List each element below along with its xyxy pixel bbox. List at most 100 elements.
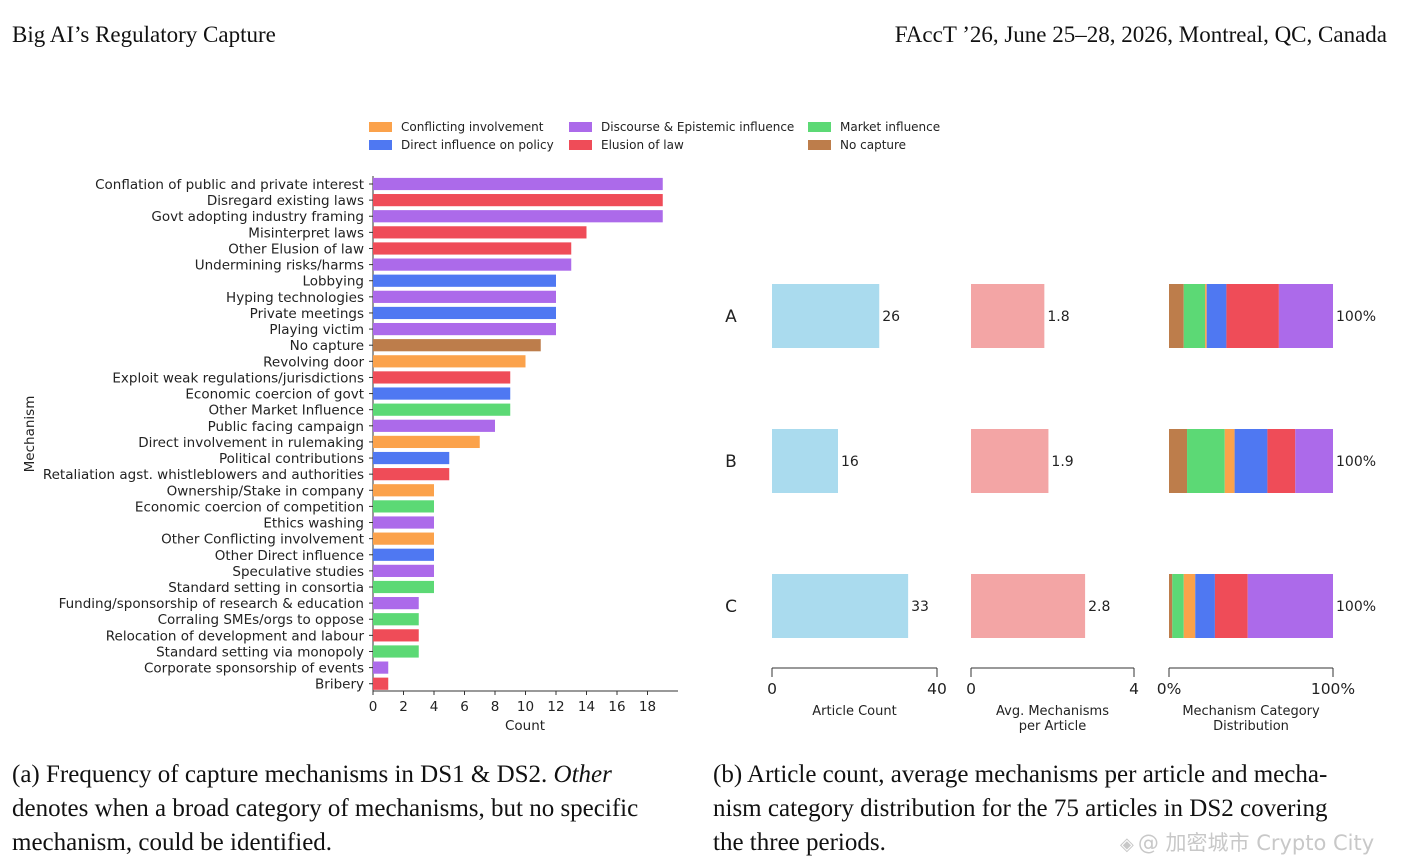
avg-mechanisms-bar bbox=[971, 429, 1049, 493]
mechanism-bar bbox=[373, 258, 572, 271]
value-label: 16 bbox=[841, 454, 859, 470]
value-label: 100% bbox=[1336, 309, 1376, 325]
avg-mechanisms-bar bbox=[971, 284, 1045, 348]
legend-swatch bbox=[369, 122, 392, 132]
mechanism-bar bbox=[373, 516, 434, 529]
distribution-segment bbox=[1183, 284, 1206, 348]
mechanism-label: Relocation of development and labour bbox=[106, 628, 365, 644]
caption-a-line-1: (a) Frequency of capture mechanisms in D… bbox=[12, 758, 692, 792]
mechanism-label: Political contributions bbox=[219, 451, 364, 467]
mechanism-label: No capture bbox=[290, 338, 364, 354]
distribution-segment bbox=[1187, 429, 1225, 493]
mechanism-label: Ownership/Stake in company bbox=[167, 483, 364, 499]
legend-label: Elusion of law bbox=[601, 138, 684, 152]
distribution-segment bbox=[1214, 574, 1248, 638]
caption-b-line-2: nism category distribution for the 75 ar… bbox=[713, 795, 1328, 822]
x-tick-label: 2 bbox=[399, 699, 408, 715]
mechanism-label: Standard setting via monopoly bbox=[156, 644, 364, 660]
x-tick-label: 12 bbox=[547, 699, 564, 715]
legend-label: Direct influence on policy bbox=[401, 138, 554, 152]
caption-a-line-3: mechanism, could be identified. bbox=[12, 829, 333, 856]
running-header-title: Big AI’s Regulatory Capture bbox=[12, 22, 276, 47]
period-label: C bbox=[725, 597, 737, 617]
distribution-segment bbox=[1169, 574, 1173, 638]
mechanism-label: Public facing campaign bbox=[208, 419, 364, 435]
mechanism-bar bbox=[373, 580, 434, 594]
mechanism-label: Private meetings bbox=[250, 306, 364, 322]
panel-axis-title: per Article bbox=[1019, 719, 1086, 734]
legend-swatch bbox=[569, 122, 592, 132]
mechanism-label: Conflation of public and private interes… bbox=[95, 177, 364, 193]
distribution-segment bbox=[1169, 429, 1188, 493]
mechanism-label: Other Market Influence bbox=[208, 403, 364, 419]
x-tick-label: 0 bbox=[369, 699, 378, 715]
y-axis-title: Mechanism bbox=[22, 396, 38, 473]
value-label: 26 bbox=[882, 309, 900, 325]
mechanism-label: Undermining risks/harms bbox=[195, 258, 364, 274]
mechanism-label: Other Elusion of law bbox=[228, 241, 364, 257]
caption-a-text: (a) Frequency of capture mechanisms in D… bbox=[12, 761, 554, 788]
panel-axis-title: Mechanism Category bbox=[1182, 704, 1320, 719]
value-label: 2.8 bbox=[1088, 599, 1110, 615]
mechanism-label: Exploit weak regulations/jurisdictions bbox=[112, 370, 364, 386]
mechanism-bar bbox=[373, 242, 572, 255]
mechanism-bar bbox=[373, 371, 511, 384]
x-tick-label: 18 bbox=[639, 699, 656, 715]
mechanism-label: Misinterpret laws bbox=[248, 225, 364, 241]
panel-tick-label: 0 bbox=[767, 680, 777, 698]
mechanism-label: Playing victim bbox=[269, 322, 364, 338]
mechanism-label: Funding/sponsorship of research & educat… bbox=[59, 596, 364, 612]
x-tick-label: 10 bbox=[517, 699, 534, 715]
value-label: 33 bbox=[911, 599, 929, 615]
mechanism-bar bbox=[373, 548, 434, 561]
avg-mechanisms-bar bbox=[971, 574, 1086, 638]
mechanism-bar bbox=[373, 435, 480, 449]
caption-a-emphasis: Other bbox=[553, 761, 612, 788]
value-label: 100% bbox=[1336, 599, 1376, 615]
mechanism-label: Corporate sponsorship of events bbox=[144, 661, 364, 677]
x-tick-label: 16 bbox=[608, 699, 625, 715]
article-count-bar bbox=[772, 284, 880, 348]
distribution-segment bbox=[1234, 429, 1268, 493]
distribution-segment bbox=[1172, 574, 1184, 638]
value-label: 100% bbox=[1336, 454, 1376, 470]
mechanism-label: Direct involvement in rulemaking bbox=[138, 435, 364, 451]
mechanism-label: Economic coercion of competition bbox=[135, 499, 364, 515]
panel-axis-title: Distribution bbox=[1213, 719, 1289, 734]
article-count-bar bbox=[772, 574, 909, 638]
distribution-segment bbox=[1206, 284, 1227, 348]
mechanism-bar bbox=[373, 597, 419, 610]
mechanism-bar bbox=[373, 226, 587, 239]
mechanism-bar bbox=[373, 532, 434, 545]
mechanism-label: Economic coercion of govt bbox=[185, 387, 364, 403]
legend-swatch bbox=[808, 122, 831, 132]
mechanism-label: Retaliation agst. whistleblowers and aut… bbox=[43, 467, 364, 483]
caption-b: (b) Article count, average mechanisms pe… bbox=[713, 758, 1393, 860]
x-axis-title: Count bbox=[505, 718, 545, 734]
period-label: A bbox=[725, 307, 737, 327]
x-tick-label: 8 bbox=[491, 699, 500, 715]
mechanism-bar bbox=[373, 451, 450, 465]
mechanism-bar bbox=[373, 677, 389, 690]
panel-tick-label: 40 bbox=[927, 680, 947, 698]
distribution-segment bbox=[1205, 284, 1207, 348]
mechanism-bar bbox=[373, 322, 556, 336]
period-label: B bbox=[725, 452, 737, 472]
legend-label: Market influence bbox=[840, 120, 940, 134]
mechanism-bar bbox=[373, 306, 556, 320]
caption-b-line-1: (b) Article count, average mechanisms pe… bbox=[713, 761, 1328, 788]
caption-b-line-3: the three periods. bbox=[713, 829, 886, 856]
value-label: 1.9 bbox=[1051, 454, 1073, 470]
legend-swatch bbox=[808, 140, 831, 150]
mechanism-label: Ethics washing bbox=[263, 516, 364, 532]
x-tick-label: 14 bbox=[578, 699, 595, 715]
mechanism-bar bbox=[373, 387, 511, 400]
legend-label: No capture bbox=[840, 138, 906, 152]
watermark-logo-icon: ◈ bbox=[1120, 834, 1134, 855]
distribution-segment bbox=[1278, 284, 1333, 348]
legend-swatch bbox=[569, 140, 592, 150]
mechanism-label: Hyping technologies bbox=[226, 290, 364, 306]
article-count-bar bbox=[772, 429, 838, 493]
mechanism-label: Disregard existing laws bbox=[207, 193, 364, 209]
mechanism-bar bbox=[373, 500, 434, 513]
